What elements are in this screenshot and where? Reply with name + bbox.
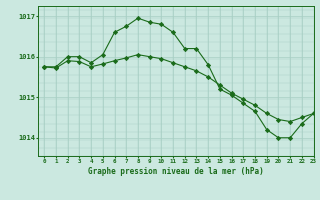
X-axis label: Graphe pression niveau de la mer (hPa): Graphe pression niveau de la mer (hPa) — [88, 167, 264, 176]
